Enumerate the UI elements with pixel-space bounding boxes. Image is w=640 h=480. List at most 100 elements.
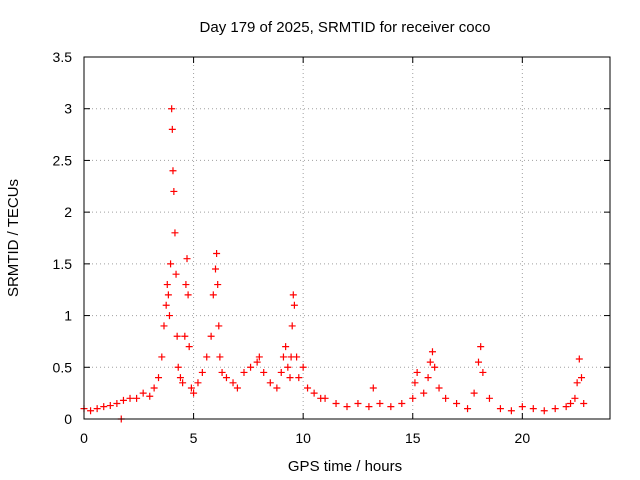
data-point — [182, 281, 190, 289]
data-point — [288, 322, 296, 330]
data-point — [571, 394, 579, 402]
data-point — [165, 312, 173, 320]
y-tick-label: 2.5 — [53, 152, 73, 168]
y-axis-label: SRMTID / TECUs — [5, 179, 22, 297]
data-point — [106, 402, 114, 410]
axis-ticks: 0 5 10 15 20 0 0.5 1 1.5 2 2.5 3 3.5 — [53, 49, 610, 446]
data-point — [562, 403, 570, 411]
data-point — [442, 394, 450, 402]
plot-frame — [83, 56, 611, 420]
data-point — [279, 353, 287, 361]
chart-title: Day 179 of 2025, SRMTID for receiver coc… — [200, 19, 491, 36]
data-point — [293, 353, 301, 361]
data-point — [174, 363, 182, 371]
data-point — [168, 125, 176, 133]
data-point — [413, 368, 421, 376]
data-point — [409, 394, 417, 402]
y-tick-label: 0.5 — [53, 359, 73, 375]
data-point — [496, 405, 504, 413]
data-point — [214, 281, 222, 289]
data-point — [158, 353, 166, 361]
data-point — [260, 368, 268, 376]
data-point — [233, 384, 241, 392]
data-point — [435, 384, 443, 392]
data-point — [212, 265, 219, 273]
data-point — [387, 403, 395, 411]
data-point — [209, 291, 217, 299]
data-point — [332, 399, 340, 407]
data-point — [540, 407, 548, 415]
data-point — [113, 399, 121, 407]
data-point — [133, 394, 141, 402]
y-tick-label: 2 — [64, 204, 72, 220]
data-point — [420, 389, 428, 397]
data-point — [255, 353, 263, 361]
data-point — [218, 368, 226, 376]
data-point — [169, 167, 177, 175]
data-point — [100, 403, 108, 411]
data-point — [277, 368, 285, 376]
data-point — [479, 368, 487, 376]
x-tick-label: 15 — [405, 430, 421, 446]
data-point — [411, 379, 419, 387]
data-point — [485, 394, 493, 402]
data-point — [167, 260, 175, 268]
data-point — [164, 291, 172, 299]
data-point — [282, 343, 290, 351]
data-point — [150, 384, 158, 392]
data-point — [507, 407, 515, 415]
data-point — [171, 229, 179, 237]
data-point — [187, 384, 195, 392]
data-point — [203, 353, 211, 361]
data-point — [284, 363, 292, 371]
data-point — [173, 332, 181, 340]
data-point — [215, 322, 223, 330]
data-point — [168, 105, 176, 113]
x-tick-label: 10 — [295, 430, 311, 446]
data-point — [518, 403, 526, 411]
data-point — [273, 384, 281, 392]
data-point — [321, 394, 329, 402]
data-point — [183, 255, 191, 263]
data-point — [365, 403, 373, 411]
data-point — [139, 389, 147, 397]
x-axis-label: GPS time / hours — [288, 458, 402, 475]
data-point — [289, 291, 297, 299]
data-point — [424, 374, 432, 382]
data-point — [155, 374, 163, 382]
data-point — [93, 405, 101, 413]
data-marks — [80, 105, 588, 423]
data-point — [247, 363, 255, 371]
data-point — [126, 394, 134, 402]
x-tick-label: 0 — [80, 430, 88, 446]
x-tick-label: 20 — [515, 430, 531, 446]
y-tick-label: 0 — [64, 411, 72, 427]
data-point — [369, 384, 377, 392]
data-point — [176, 374, 184, 382]
data-point — [146, 392, 154, 400]
data-point — [573, 379, 581, 387]
data-point — [426, 358, 434, 366]
data-point — [343, 403, 351, 411]
data-point — [216, 353, 224, 361]
data-point — [551, 405, 559, 413]
data-point — [170, 187, 178, 195]
data-point — [222, 374, 230, 382]
data-point — [578, 374, 586, 382]
data-point — [185, 343, 193, 351]
data-point — [213, 250, 221, 258]
data-point — [453, 399, 461, 407]
data-point — [229, 379, 237, 387]
data-point — [190, 389, 198, 397]
y-tick-label: 1 — [64, 308, 72, 324]
data-point — [567, 399, 575, 407]
data-point — [163, 281, 171, 289]
data-point — [87, 407, 95, 415]
data-point — [295, 374, 303, 382]
y-tick-label: 3.5 — [53, 49, 73, 65]
data-point — [529, 405, 537, 413]
data-point — [119, 396, 127, 404]
data-point — [428, 348, 436, 356]
